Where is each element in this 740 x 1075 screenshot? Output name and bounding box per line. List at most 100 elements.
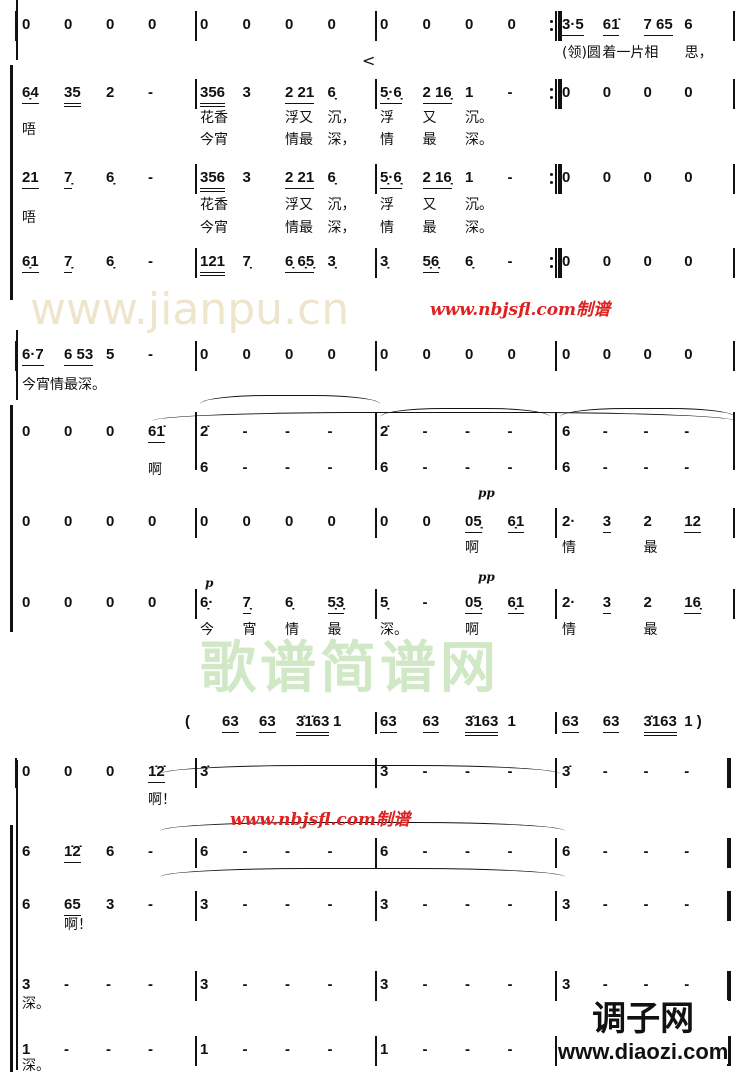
- note: -: [423, 458, 466, 478]
- note: 0: [380, 512, 423, 532]
- watermark-green-logo: 歌谱简谱网: [200, 636, 500, 701]
- barline: [375, 838, 377, 868]
- measure: 356 3 2 21 6̣: [200, 168, 370, 192]
- measure: 3 - - -: [380, 895, 550, 915]
- lyric-syllable: 又: [422, 197, 437, 213]
- note: 3: [200, 895, 243, 915]
- note-text: -: [684, 423, 690, 440]
- note: 12: [684, 512, 725, 533]
- measure: 0 0 0 0: [562, 168, 725, 188]
- lyric-line: 啊: [22, 461, 190, 479]
- note: 2 16̣: [422, 83, 466, 104]
- note-text: -: [602, 976, 608, 993]
- note-text: 1 ): [684, 713, 702, 730]
- note-text: 2 21: [285, 168, 315, 189]
- lyric-syllable: 浮又: [285, 197, 313, 213]
- measure: 0 0 0 0: [562, 83, 725, 103]
- note-text: 6: [380, 459, 389, 476]
- lyric-syllable: [508, 131, 551, 149]
- note-text: 0: [327, 16, 336, 33]
- note: 3̇163: [643, 712, 685, 736]
- slur: [160, 765, 560, 774]
- note-text: -: [602, 763, 608, 780]
- note: -: [644, 975, 685, 995]
- note: -: [508, 1040, 551, 1060]
- note-text: 0: [200, 346, 209, 363]
- barline: [195, 838, 197, 868]
- note: -: [243, 422, 286, 442]
- lyric-line: 啊！: [22, 791, 190, 809]
- note: 0: [328, 345, 371, 365]
- note-text: -: [148, 1041, 153, 1058]
- note: -: [465, 422, 508, 442]
- barline: [15, 758, 17, 788]
- note-text: -: [285, 423, 290, 440]
- note: 0: [380, 15, 423, 35]
- note-text: 3: [200, 896, 209, 913]
- lyric-syllable: [106, 916, 148, 934]
- note: -: [644, 422, 685, 442]
- measure: 6 - - -: [562, 422, 725, 442]
- note-text: 0: [200, 16, 209, 33]
- note: 0: [200, 345, 243, 365]
- system-line: [16, 0, 18, 60]
- note-text: -: [507, 84, 513, 101]
- lyric-line: 啊！: [22, 916, 190, 934]
- note: 0: [644, 83, 685, 103]
- note-text: 63: [602, 712, 620, 733]
- note: 5̣: [380, 593, 423, 613]
- note-text: -: [684, 763, 690, 780]
- note: 0: [562, 345, 603, 365]
- lyric-line: 唔: [22, 121, 190, 139]
- lyric-syllable: [423, 539, 466, 557]
- lyric-line: 花香 浮又 沉，: [200, 109, 370, 127]
- barline: [375, 589, 377, 619]
- note-text: 6: [562, 423, 571, 440]
- note: 63: [259, 712, 296, 733]
- note-text: 0: [242, 346, 251, 363]
- note-text: 2: [643, 513, 652, 530]
- lyric-line: (领)圆 着一片相 思，: [562, 44, 725, 62]
- lyric-syllable: 啊: [148, 462, 162, 478]
- barline: [733, 248, 735, 278]
- note: -: [423, 593, 466, 613]
- lyric-line: 情最: [562, 539, 725, 557]
- measure: 0 0 05̣ 6̣1: [380, 512, 550, 533]
- note: 2 21: [285, 168, 328, 189]
- measure: 6 65 3 -: [22, 895, 190, 916]
- note-text: -: [148, 346, 153, 363]
- note: 3̇163: [465, 712, 508, 736]
- note: -: [285, 975, 328, 995]
- note: 0: [285, 345, 328, 365]
- lyric-syllable: 最: [422, 132, 437, 148]
- lyric-line: 情 最 深。: [380, 219, 550, 237]
- note-text: -: [327, 423, 333, 440]
- note: 0: [22, 512, 64, 532]
- note: 6̣1: [507, 593, 551, 614]
- note: 0: [148, 593, 190, 613]
- note-text: 2 16̣: [422, 168, 452, 189]
- note-text: -: [643, 459, 649, 476]
- measure: 63 63 3̇163 1: [380, 712, 550, 736]
- note-text: 3: [602, 512, 612, 533]
- measure: 6̣· 7̣ 6̣ 5̣3̣: [200, 593, 370, 614]
- repeat-dot-icon: [550, 20, 553, 23]
- note: 0: [22, 422, 64, 442]
- note: 0: [684, 345, 725, 365]
- note-text: 0: [242, 513, 251, 530]
- note: 2: [644, 593, 685, 613]
- note: -: [148, 252, 190, 272]
- note-text: 3: [602, 593, 612, 614]
- lyric-line: 浮 又 沉。: [380, 109, 550, 127]
- note: 6: [22, 895, 64, 915]
- note-text: 6̣: [327, 169, 336, 186]
- note: -: [423, 842, 466, 862]
- measure: 0 0 0 0: [200, 345, 370, 365]
- note: -: [603, 458, 644, 478]
- note-text: -: [684, 459, 690, 476]
- measure: 6̣1 7̣ 6̣ -: [22, 252, 190, 273]
- note-text: 2 21: [285, 83, 315, 104]
- lyric-syllable: 花香: [200, 197, 228, 213]
- lyric-syllable: 今宵情最深。: [22, 377, 106, 393]
- measure: 356 3 2 21 6̣: [200, 83, 370, 107]
